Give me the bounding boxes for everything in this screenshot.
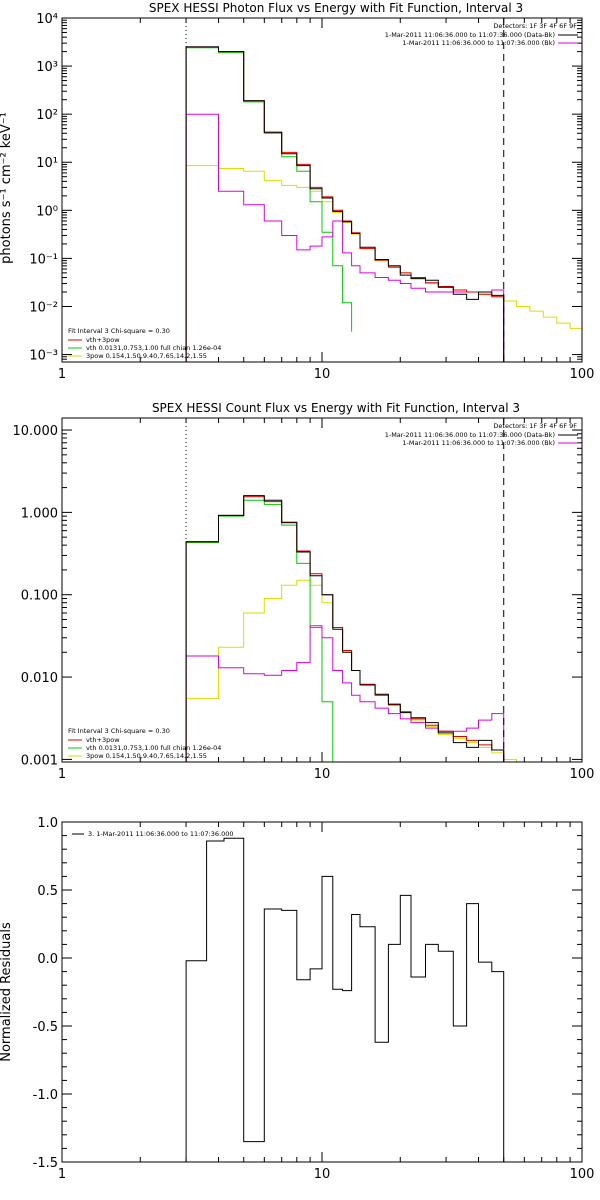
y-tick-label: 10⁻³ xyxy=(29,349,58,364)
series-histogram xyxy=(185,499,343,763)
photon-fit-header: Fit Interval 3 Chi-square = 0.30 xyxy=(68,327,170,335)
y-tick-label: 10⁻² xyxy=(29,300,58,315)
photon-top-legend: Detectors: 1F 3F 4F 6F 9F 1-Mar-2011 11:… xyxy=(385,22,578,47)
photon-legend-entry: 1-Mar-2011 11:06:36.000 to 11:07:36.000 … xyxy=(385,31,555,39)
photon-panel: SPEX HESSI Photon Flux vs Energy with Fi… xyxy=(0,1,594,382)
y-tick-label: 0.001 xyxy=(21,753,58,768)
photon-title: SPEX HESSI Photon Flux vs Energy with Fi… xyxy=(149,1,523,15)
residual-legend-entry: 3. 1-Mar-2011 11:06:36.000 to 11:07:36.0… xyxy=(88,830,234,838)
residual-plot-frame xyxy=(61,821,583,1163)
series-histogram xyxy=(185,47,353,362)
photon-ylabel: photons s⁻¹ cm⁻² keV⁻¹ xyxy=(0,112,14,264)
x-tick-label: 10 xyxy=(314,1167,331,1182)
y-tick-label: 0.0 xyxy=(37,952,58,967)
x-tick-label: 1 xyxy=(58,1167,66,1182)
y-tick-label: 0.100 xyxy=(21,589,58,604)
x-tick-label: 100 xyxy=(570,767,595,782)
x-tick-label: 100 xyxy=(570,367,595,382)
count-fit-legend: Fit Interval 3 Chi-square = 0.30 vth+3po… xyxy=(68,727,221,760)
y-tick-label: -1.5 xyxy=(33,1156,58,1171)
photon-ticks: 1 10 100 10⁻³ 10⁻² 10⁻¹ 10⁰ 10¹ 10² 10³ 10⁴ xyxy=(29,12,594,382)
count-vlines xyxy=(185,418,505,762)
residual-panel: Normalized Residuals 1 10 100 -1.5 -1.0 -0.5 0… xyxy=(0,816,594,1182)
y-tick-label: -1.0 xyxy=(33,1088,58,1103)
series-histogram xyxy=(185,625,505,762)
residual-series xyxy=(185,837,505,1162)
count-fit-entry: vth+3pow xyxy=(86,736,120,744)
photon-plot-frame xyxy=(61,17,583,363)
photon-fit-entry: 3pow 0.154,1.50,9.40,7.65,14.2,1.55 xyxy=(86,352,207,360)
y-tick-label: 10.000 xyxy=(13,424,59,439)
y-tick-label: 10² xyxy=(36,108,58,123)
photon-legend-header: Detectors: 1F 3F 4F 6F 9F xyxy=(493,22,577,30)
photon-series xyxy=(185,46,583,362)
series-histogram xyxy=(185,496,505,762)
count-panel: SPEX HESSI Count Flux vs Energy with Fit… xyxy=(13,401,595,782)
residual-legend: 3. 1-Mar-2011 11:06:36.000 to 11:07:36.0… xyxy=(72,830,234,838)
y-tick-label: 0.010 xyxy=(21,671,58,686)
count-series xyxy=(185,495,544,763)
y-tick-label: 10⁻¹ xyxy=(29,252,58,267)
series-histogram xyxy=(185,46,505,362)
count-plot-frame xyxy=(61,417,583,763)
series-histogram xyxy=(185,46,505,362)
photon-fit-entry: vth 0.0131,0.753,1.00 full chian 1.26e-0… xyxy=(86,344,221,352)
y-tick-label: -0.5 xyxy=(33,1020,58,1035)
photon-legend-entry: 1-Mar-2011 11:06:36.000 to 11:07:36.000 … xyxy=(402,39,555,47)
series-histogram xyxy=(185,837,505,1162)
residual-ylabel: Normalized Residuals xyxy=(0,922,14,1062)
x-tick-label: 1 xyxy=(58,767,66,782)
photon-fit-legend: Fit Interval 3 Chi-square = 0.30 vth+3po… xyxy=(68,327,221,360)
count-legend-header: Detectors: 1F 3F 4F 6F 9F xyxy=(493,422,577,430)
series-histogram xyxy=(185,113,505,362)
x-tick-label: 1 xyxy=(58,367,66,382)
count-title: SPEX HESSI Count Flux vs Energy with Fit… xyxy=(152,401,520,415)
series-histogram xyxy=(185,495,505,762)
x-tick-label: 10 xyxy=(314,767,331,782)
count-fit-entry: 3pow 0.154,1.50,9.40,7.65,14.2,1.55 xyxy=(86,752,207,760)
count-fit-entry: vth 0.0131,0.753,1.00 full chian 1.26e-0… xyxy=(86,744,221,752)
y-tick-label: 10⁰ xyxy=(36,204,58,219)
y-tick-label: 10³ xyxy=(36,60,58,75)
series-histogram xyxy=(185,579,544,763)
x-tick-label: 10 xyxy=(314,367,331,382)
photon-vlines xyxy=(185,18,505,362)
count-top-legend: Detectors: 1F 3F 4F 6F 9F 1-Mar-2011 11:… xyxy=(385,422,578,447)
y-tick-label: 10⁴ xyxy=(36,12,58,27)
x-tick-label: 100 xyxy=(570,1167,595,1182)
count-legend-entry: 1-Mar-2011 11:06:36.000 to 11:07:36.000 … xyxy=(402,439,555,447)
photon-fit-entry: vth+3pow xyxy=(86,336,120,344)
y-tick-label: 0.5 xyxy=(37,884,58,899)
y-tick-label: 10¹ xyxy=(36,156,58,171)
count-fit-header: Fit Interval 3 Chi-square = 0.30 xyxy=(68,727,170,735)
count-ticks: 1 10 100 0.001 0.010 0.100 1.000 10.000 xyxy=(13,418,595,782)
count-legend-entry: 1-Mar-2011 11:06:36.000 to 11:07:36.000 … xyxy=(385,431,555,439)
y-tick-label: 1.0 xyxy=(37,816,58,831)
series-histogram xyxy=(185,165,583,362)
residual-ticks: 1 10 100 -1.5 -1.0 -0.5 0.0 0.5 1.0 xyxy=(33,816,595,1182)
y-tick-label: 1.000 xyxy=(21,506,58,521)
